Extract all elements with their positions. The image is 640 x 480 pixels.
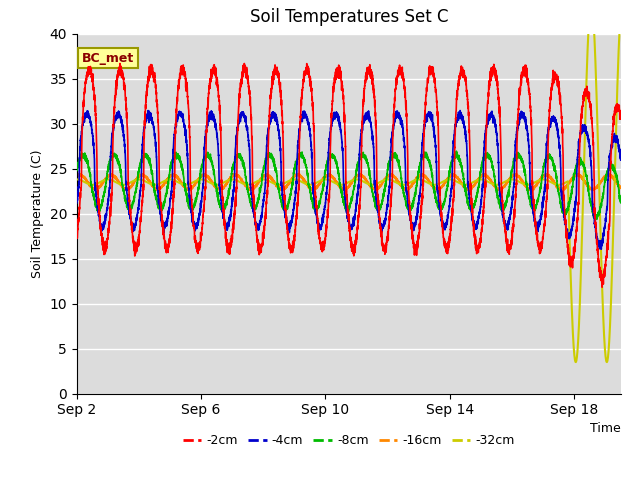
Legend: -2cm, -4cm, -8cm, -16cm, -32cm: -2cm, -4cm, -8cm, -16cm, -32cm (178, 429, 520, 452)
Y-axis label: Soil Temperature (C): Soil Temperature (C) (31, 149, 44, 278)
Text: BC_met: BC_met (82, 51, 134, 65)
Title: Soil Temperatures Set C: Soil Temperatures Set C (250, 9, 448, 26)
Text: Time: Time (590, 422, 621, 435)
